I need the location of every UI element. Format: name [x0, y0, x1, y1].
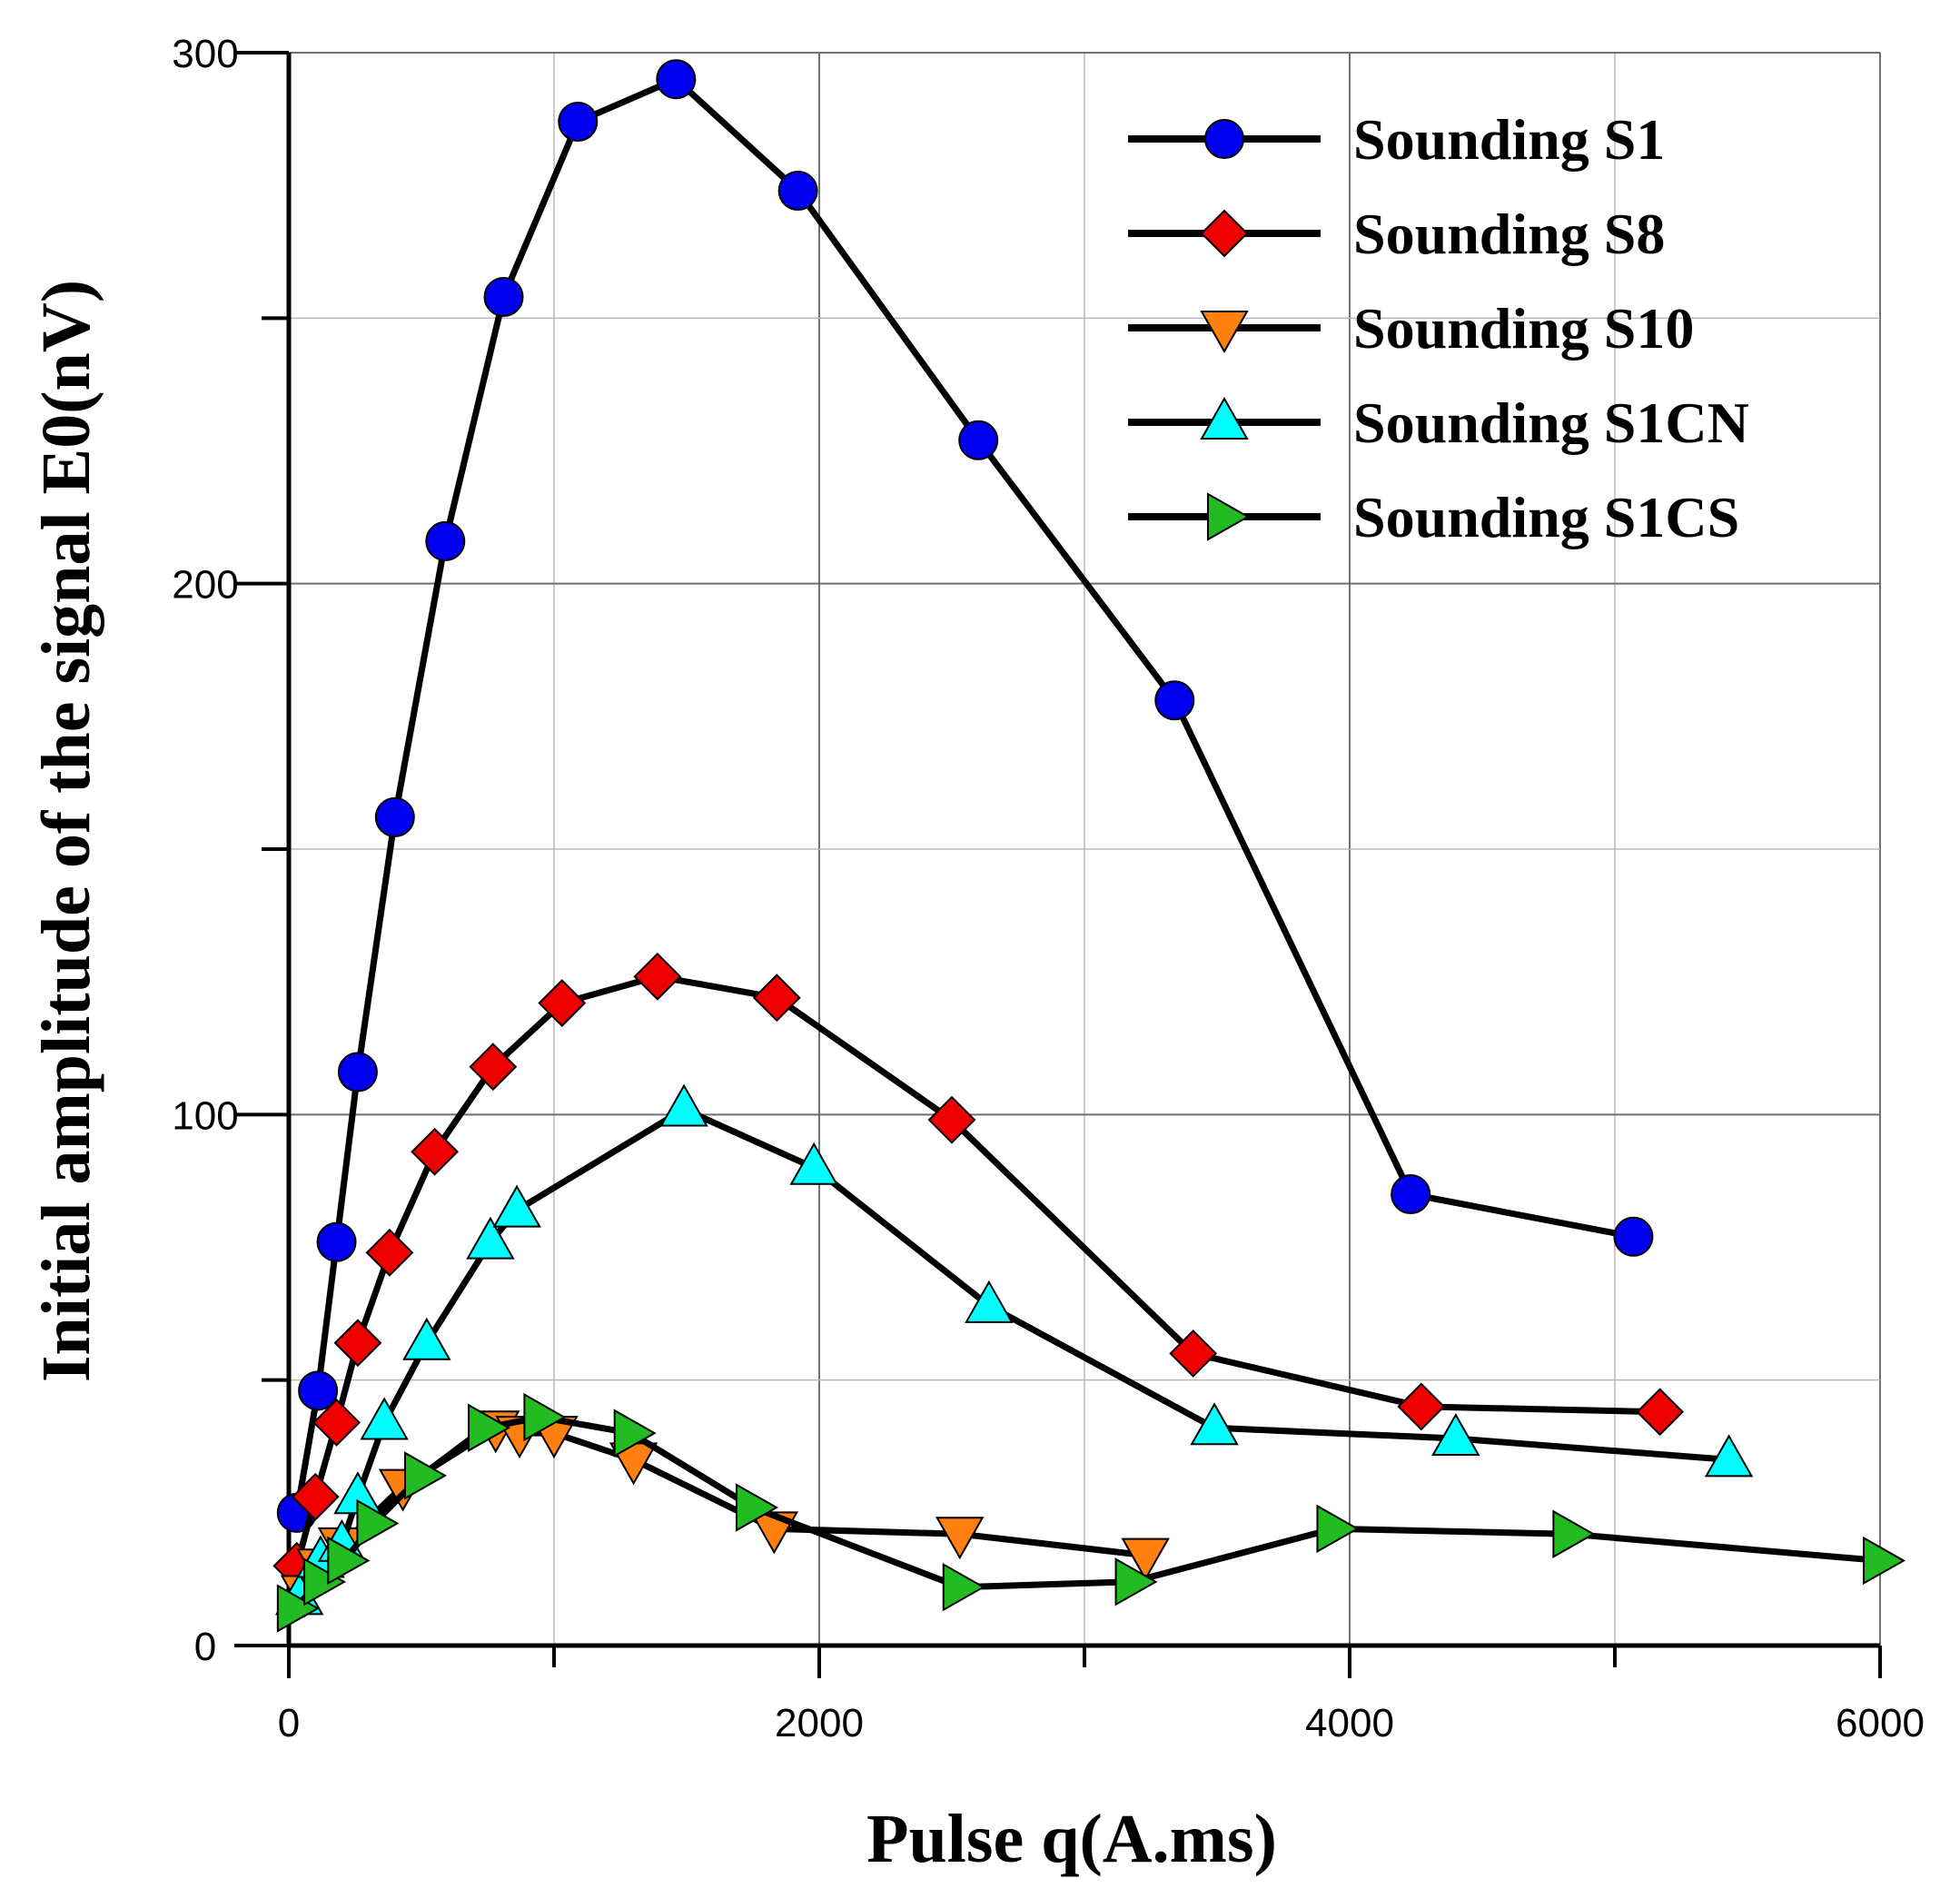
legend-marker: [1200, 209, 1249, 258]
data-point: [523, 1392, 567, 1442]
legend-label: Sounding S1CS: [1353, 485, 1739, 549]
data-point: [1121, 1537, 1170, 1581]
x-tick-label: 6000: [1836, 1701, 1925, 1745]
data-point: [935, 1517, 985, 1560]
data-point: [291, 1472, 340, 1521]
data-point: [659, 1083, 708, 1127]
data-point: [558, 102, 599, 143]
y-tick-label: 100: [172, 1093, 238, 1138]
data-point: [1190, 1402, 1239, 1446]
series-sounding-s1: [276, 59, 1654, 1533]
legend-entry: Sounding S1: [1128, 107, 1665, 172]
data-point: [1431, 1412, 1480, 1456]
legend-entry: Sounding S1CS: [1128, 485, 1739, 549]
data-point: [1636, 1388, 1685, 1437]
data-point: [312, 1399, 361, 1447]
data-point: [1114, 1557, 1158, 1606]
data-point: [298, 1370, 339, 1411]
series-line: [292, 1414, 1881, 1611]
data-point: [777, 171, 818, 212]
data-point: [374, 796, 415, 837]
data-point: [333, 1319, 382, 1368]
grid: [288, 52, 1881, 1646]
data-point: [469, 1043, 518, 1092]
data-point: [789, 1142, 838, 1185]
x-tick-label: 0: [278, 1701, 300, 1745]
data-point: [402, 1317, 451, 1360]
data-point: [425, 520, 466, 561]
data-point: [958, 420, 999, 460]
data-point: [316, 1221, 357, 1262]
legend-label: Sounding S10: [1353, 296, 1694, 361]
data-point: [736, 1483, 779, 1532]
legend: Sounding S1 Sounding S8 Sounding S10 Soundi…: [1128, 107, 1749, 549]
legend-label: Sounding S1CN: [1353, 390, 1749, 455]
data-point: [404, 1451, 448, 1500]
data-point: [483, 276, 524, 317]
data-point: [303, 1557, 347, 1606]
data-point: [468, 1403, 511, 1453]
data-point: [1397, 1382, 1446, 1431]
data-point: [1316, 1504, 1360, 1554]
y-axis-title: Initial amplitude of the signal E0(nV): [28, 280, 104, 1382]
data-point: [942, 1562, 985, 1612]
legend-entry: Sounding S8: [1128, 202, 1665, 266]
data-point: [752, 974, 801, 1023]
data-point: [337, 1052, 378, 1092]
data-point: [276, 1584, 320, 1633]
data-point: [365, 1228, 414, 1277]
data-point: [656, 59, 697, 100]
data-point: [360, 1397, 409, 1440]
series-line: [302, 1424, 1146, 1595]
data-point: [1391, 1174, 1431, 1215]
data-point: [633, 952, 682, 1001]
data-point: [492, 1184, 541, 1228]
legend-label: Sounding S1: [1353, 107, 1665, 172]
x-tick-label: 2000: [775, 1701, 864, 1745]
data-point: [466, 1216, 515, 1260]
axes: 0 100 200 300 0 2000 4000 6000: [172, 32, 1925, 1745]
y-tick-label: 200: [172, 563, 238, 608]
legend-entry: Sounding S1CN: [1128, 390, 1749, 455]
data-point: [411, 1127, 460, 1176]
series-sounding-s8: [272, 952, 1685, 1590]
legend-marker: [1200, 396, 1249, 440]
data-point: [1552, 1509, 1596, 1558]
data-point: [1863, 1536, 1906, 1586]
series-group: [272, 59, 1906, 1633]
data-point: [1613, 1216, 1654, 1257]
x-tick-label: 4000: [1305, 1701, 1394, 1745]
legend-marker: [1200, 311, 1249, 354]
data-point: [965, 1280, 1014, 1323]
y-tick-label: 300: [172, 32, 238, 76]
data-point: [327, 1536, 371, 1586]
data-point: [538, 979, 587, 1027]
data-point: [927, 1095, 976, 1144]
series-line: [293, 75, 1635, 1514]
legend-entry: Sounding S10: [1128, 296, 1694, 361]
series-sounding-s1cs: [276, 1392, 1906, 1633]
y-tick-label: 0: [194, 1625, 216, 1669]
x-axis-title: Pulse q(A.ms): [866, 1801, 1277, 1877]
data-point: [1154, 680, 1195, 721]
data-point: [613, 1409, 657, 1458]
data-point: [1704, 1434, 1754, 1478]
legend-label: Sounding S8: [1353, 202, 1665, 266]
legend-marker: [1207, 492, 1251, 541]
data-point: [1169, 1330, 1218, 1378]
legend-marker: [1204, 119, 1244, 159]
data-point: [356, 1498, 400, 1548]
